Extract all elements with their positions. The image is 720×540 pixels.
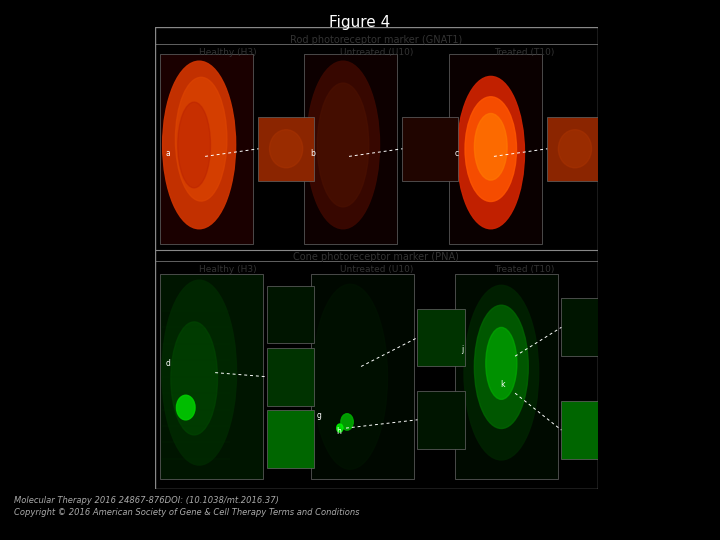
Text: Figure 4: Figure 4: [329, 15, 391, 30]
Text: Healthy (H3): Healthy (H3): [199, 48, 257, 57]
Ellipse shape: [558, 130, 592, 168]
Bar: [455, 274, 558, 480]
Ellipse shape: [341, 414, 354, 430]
Ellipse shape: [178, 102, 210, 188]
Bar: [266, 348, 314, 406]
Text: Cone photoreceptor marker (PNA): Cone photoreceptor marker (PNA): [293, 252, 459, 262]
Ellipse shape: [163, 61, 235, 229]
Text: c: c: [455, 150, 459, 158]
Bar: [562, 401, 608, 459]
Ellipse shape: [307, 61, 379, 229]
Text: g: g: [317, 411, 322, 420]
Bar: [266, 410, 314, 468]
Text: Healthy (H3): Healthy (H3): [199, 265, 257, 274]
Bar: [418, 391, 465, 449]
Bar: [547, 117, 603, 180]
Text: Untreated (U10): Untreated (U10): [340, 48, 413, 57]
Ellipse shape: [457, 76, 524, 229]
Bar: [266, 286, 314, 343]
Bar: [304, 53, 397, 244]
Ellipse shape: [313, 284, 387, 469]
Text: h: h: [336, 427, 341, 436]
Text: Treated (T10): Treated (T10): [494, 265, 554, 274]
Text: Rod photoreceptor marker (GNAT1): Rod photoreceptor marker (GNAT1): [290, 35, 462, 45]
Ellipse shape: [171, 322, 217, 435]
Text: Untreated (U10): Untreated (U10): [340, 265, 413, 274]
Ellipse shape: [474, 305, 528, 429]
Ellipse shape: [176, 77, 227, 201]
Bar: [160, 274, 264, 480]
Bar: [311, 274, 415, 480]
Ellipse shape: [269, 130, 302, 168]
Ellipse shape: [337, 424, 343, 432]
Text: d: d: [166, 360, 171, 368]
Text: b: b: [310, 150, 315, 158]
Bar: [402, 117, 458, 180]
Ellipse shape: [465, 97, 516, 201]
Text: Molecular Therapy 2016 24867-876DOI: (10.1038/mt.2016.37): Molecular Therapy 2016 24867-876DOI: (10…: [14, 496, 279, 505]
Ellipse shape: [318, 83, 369, 207]
Bar: [562, 299, 608, 356]
Bar: [160, 53, 253, 244]
Ellipse shape: [176, 395, 195, 420]
Ellipse shape: [474, 113, 507, 180]
Ellipse shape: [464, 285, 539, 460]
Text: Treated (T10): Treated (T10): [494, 48, 554, 57]
Ellipse shape: [162, 280, 237, 465]
Bar: [418, 309, 465, 367]
Text: j: j: [461, 345, 463, 354]
Bar: [449, 53, 542, 244]
Ellipse shape: [486, 327, 517, 400]
Bar: [258, 117, 314, 180]
Text: k: k: [500, 380, 505, 389]
Text: Copyright © 2016 American Society of Gene & Cell Therapy Terms and Conditions: Copyright © 2016 American Society of Gen…: [14, 508, 360, 517]
Text: a: a: [166, 150, 171, 158]
